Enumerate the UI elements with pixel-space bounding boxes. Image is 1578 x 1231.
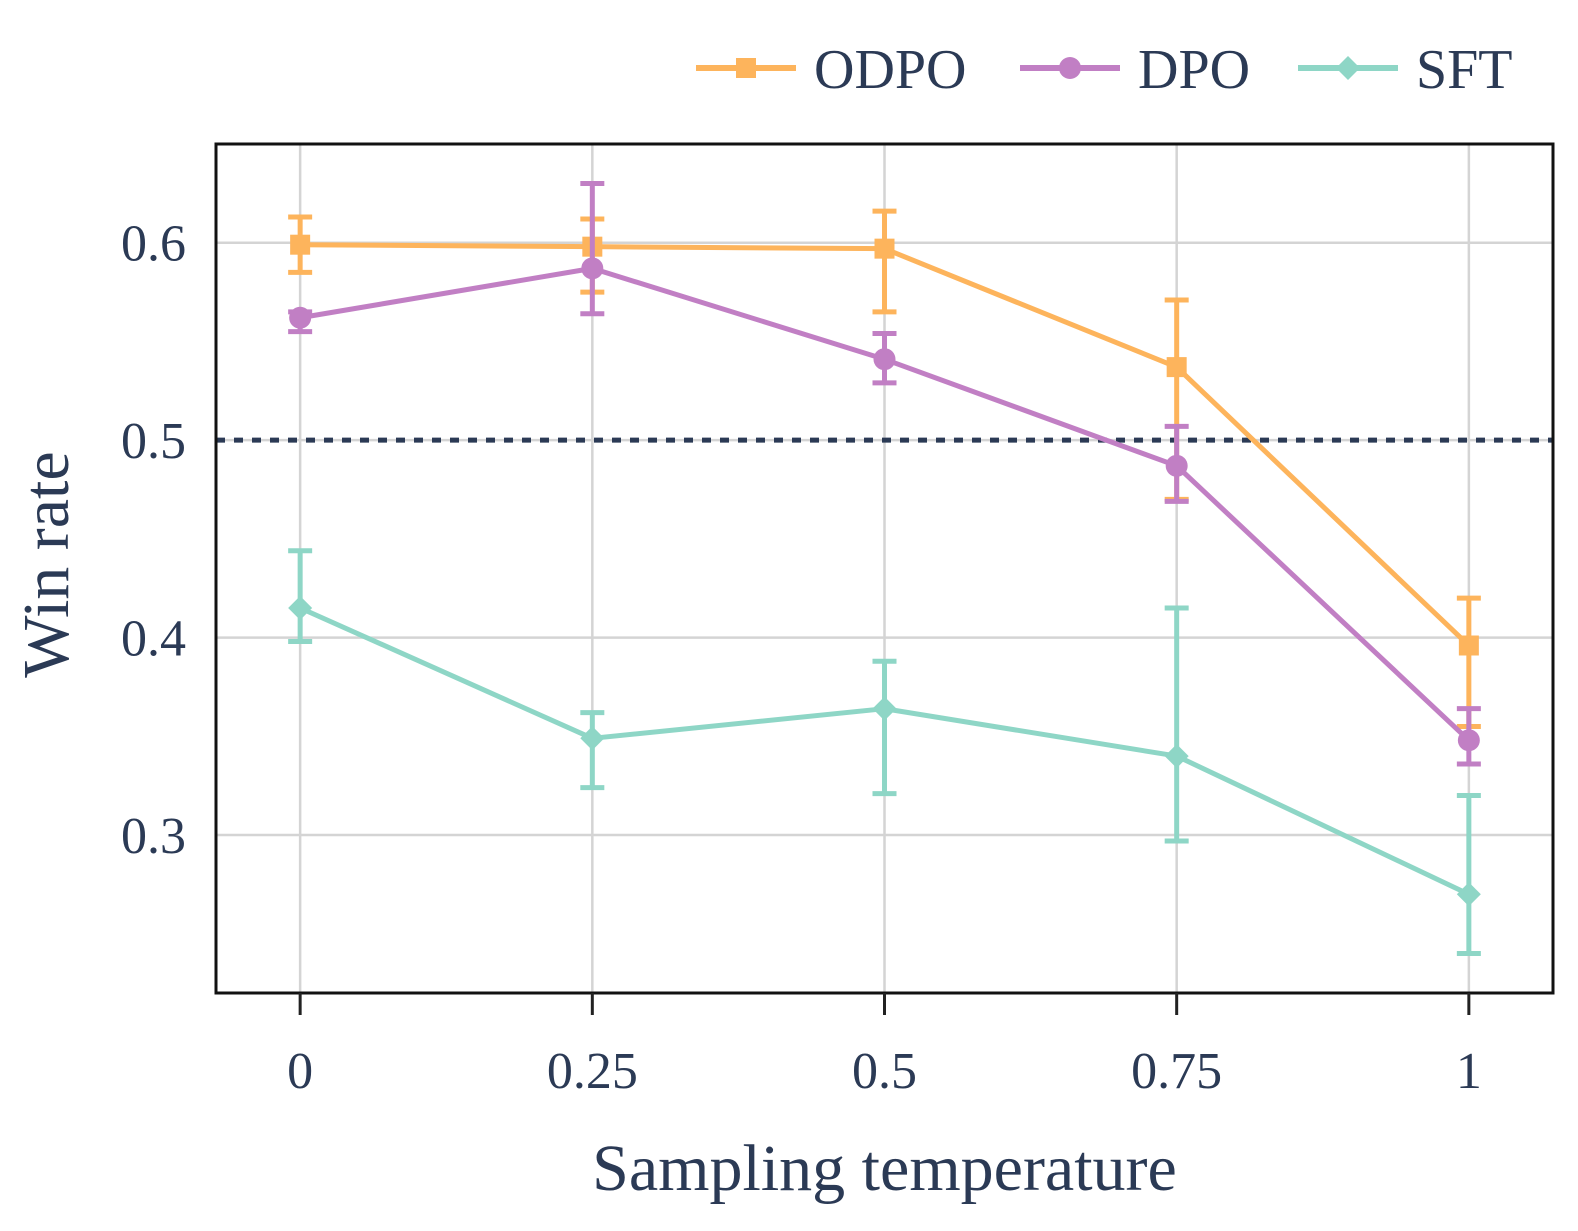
x-tick-label: 0.75	[1131, 1043, 1222, 1100]
odpo-point	[1458, 635, 1479, 656]
sft-point	[1456, 882, 1481, 907]
legend-swatch-marker	[1059, 57, 1081, 79]
y-axis-title: Win rate	[10, 451, 83, 677]
legend-item-sft: SFT	[1298, 39, 1513, 101]
legend-label-odpo: ODPO	[814, 39, 966, 101]
x-axis-title: Sampling temperature	[592, 1132, 1177, 1205]
legend-item-dpo: DPO	[1020, 39, 1250, 101]
sft-point	[580, 726, 605, 751]
x-tick-label: 0.5	[852, 1043, 917, 1100]
dpo-point	[1457, 729, 1480, 752]
x-tick-label: 1	[1456, 1043, 1482, 1100]
legend-item-odpo: ODPO	[696, 39, 966, 101]
sft-point	[288, 595, 313, 620]
x-tick-label: 0.25	[547, 1043, 638, 1100]
legend-swatch-marker	[1336, 56, 1360, 80]
dpo-point	[289, 306, 312, 329]
dpo-point	[873, 348, 896, 371]
legend: ODPO DPO SFT	[696, 39, 1513, 101]
odpo-point	[1166, 357, 1187, 378]
series-dpo	[288, 180, 1481, 767]
odpo-point	[874, 238, 895, 259]
odpo-point	[290, 234, 311, 255]
series-sft	[288, 548, 1481, 957]
y-tick-label: 0.3	[121, 808, 186, 865]
y-tick-label: 0.4	[121, 611, 186, 668]
sft-point	[872, 696, 897, 721]
legend-label-sft: SFT	[1416, 39, 1513, 101]
y-tick-label: 0.5	[121, 413, 186, 470]
axes: 0 0.25 0.5 0.75 1 0.3 0.4 0.5 0.6	[121, 216, 1482, 1100]
sft-point	[1164, 744, 1189, 769]
series-group	[288, 180, 1481, 957]
y-tick-label: 0.6	[121, 216, 186, 273]
legend-swatch-marker	[736, 58, 756, 78]
dpo-point	[581, 257, 604, 280]
dpo-point	[1165, 454, 1188, 477]
legend-label-dpo: DPO	[1138, 39, 1250, 101]
x-tick-label: 0	[287, 1043, 313, 1100]
